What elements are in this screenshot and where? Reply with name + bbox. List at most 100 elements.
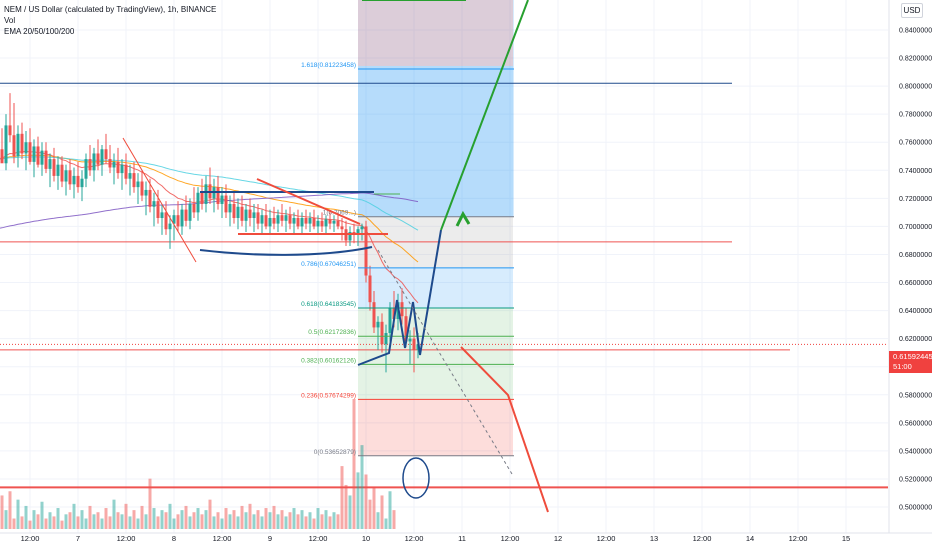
x-tick-label: 12:00 (213, 534, 232, 543)
candle-body (332, 220, 336, 224)
candle-body (96, 153, 100, 165)
candle-body (360, 226, 364, 230)
candle-body (112, 161, 116, 168)
candle-body (196, 192, 200, 213)
candle-body (172, 215, 176, 224)
volume-bar (340, 466, 344, 529)
volume-bar (356, 472, 360, 529)
candle-body (56, 164, 60, 176)
x-tick-label: 12:00 (501, 534, 520, 543)
volume-bar (264, 508, 268, 529)
volume-bar (168, 503, 172, 529)
candle-body (160, 212, 164, 218)
candle-body (108, 159, 112, 168)
volume-bar (52, 516, 56, 529)
last-price-value: 0.61592445 (893, 352, 932, 361)
candle-body (252, 212, 256, 218)
candle-body (116, 161, 120, 174)
candle-body (60, 164, 64, 182)
x-tick-label: 9 (268, 534, 272, 543)
wedge-line (122, 137, 197, 263)
candle-body (336, 220, 340, 227)
volume-bar (108, 516, 112, 529)
volume-bar (84, 518, 88, 529)
candle-body (136, 181, 140, 188)
volume-bar (0, 495, 4, 529)
volume-bar (132, 510, 136, 529)
candle-body (72, 175, 76, 185)
volume-bar (172, 518, 176, 529)
volume-bar (204, 510, 208, 529)
candle-body (80, 178, 84, 188)
volume-bar (280, 510, 284, 529)
candle-body (180, 209, 184, 227)
triangle-upper (256, 178, 361, 225)
volume-bar (344, 484, 348, 529)
volume-bar (240, 505, 244, 529)
x-tick-label: 12:00 (405, 534, 424, 543)
volume-bar (104, 508, 108, 529)
volume-bar (260, 516, 264, 529)
volume-bar (252, 514, 256, 529)
volume-bar (272, 505, 276, 529)
candle-body (92, 153, 96, 171)
candle-body (24, 142, 28, 154)
volume-bar (220, 518, 224, 529)
candle-body (100, 149, 104, 165)
candle-body (88, 159, 92, 171)
candle-body (148, 189, 152, 207)
volume-bar (4, 510, 8, 529)
candle-body (340, 226, 344, 230)
candle-body (32, 146, 36, 162)
candle-body (188, 203, 192, 221)
candle-body (308, 217, 312, 224)
fib-label-0.382: 0.382(0.60162126) (301, 357, 356, 364)
candle-body (144, 189, 148, 196)
volume-bar (92, 514, 96, 529)
last-price-tag: 0.61592445 51:00 (889, 351, 932, 373)
candle-body (256, 212, 260, 224)
volume-bar (380, 495, 384, 529)
volume-bar (80, 510, 84, 529)
x-tick-label: 7 (76, 534, 80, 543)
fib-label-0: 0(0.53652879) (314, 449, 356, 456)
fib-label-0.618: 0.618(0.64183545) (301, 301, 356, 308)
volume-bar (364, 474, 368, 529)
fib-green-band (358, 308, 513, 400)
candle-body (36, 146, 40, 165)
candle-body (184, 209, 188, 221)
candle-body (164, 212, 168, 230)
volume-bar (224, 508, 228, 529)
candle-body (376, 321, 380, 328)
symbol-title: NEM / US Dollar (calculated by TradingVi… (4, 5, 217, 14)
volume-bar (332, 512, 336, 529)
fib-label-0.5: 0.5(0.62172836) (308, 329, 356, 336)
volume-bar (212, 516, 216, 529)
volume-bar (144, 514, 148, 529)
volume-bar (124, 503, 128, 529)
x-tick-label: 13 (650, 534, 658, 543)
candle-body (48, 159, 52, 169)
candle-body (16, 133, 20, 157)
x-tick-label: 12:00 (309, 534, 328, 543)
candle-body (356, 229, 360, 235)
candle-body (236, 206, 240, 218)
candle-body (156, 201, 160, 218)
candle-body (412, 338, 416, 350)
fib-label-0.236: 0.236(0.57674299) (301, 392, 356, 399)
bearish-projection (460, 346, 549, 513)
fib-label-0.786: 0.786(0.67046251) (301, 261, 356, 268)
candle-body (168, 223, 172, 230)
volume-bar (60, 520, 64, 529)
candle-body (40, 150, 44, 165)
currency-badge[interactable]: USD (901, 3, 923, 18)
volume-bar (256, 510, 260, 529)
